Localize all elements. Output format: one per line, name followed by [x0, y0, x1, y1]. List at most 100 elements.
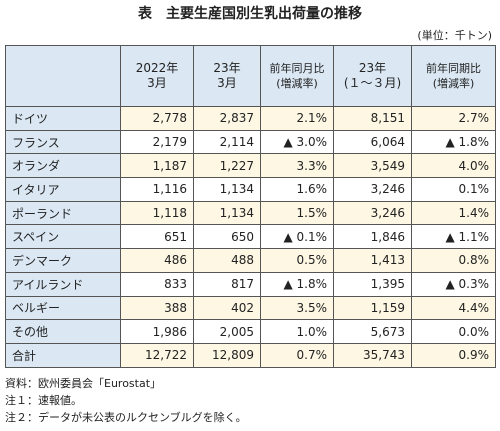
note: 注１：速報値。: [5, 394, 82, 407]
data-cell: ▲ 1.1%: [411, 224, 496, 250]
header-line: (増減率): [432, 77, 475, 90]
data-cell: 3.3%: [260, 153, 334, 179]
header-line: (１～３月): [343, 76, 402, 90]
data-cell: 2.1%: [260, 106, 334, 131]
data-cell: 4.4%: [411, 295, 496, 321]
data-cell: 1.0%: [260, 319, 334, 344]
data-cell: 2.7%: [411, 106, 496, 131]
data-cell: 0.7%: [260, 342, 334, 368]
data-cell: 1,118: [120, 200, 194, 226]
row-label: スペイン: [5, 224, 121, 250]
unit-label: (単位：千トン): [417, 29, 492, 42]
data-cell: 650: [193, 224, 261, 250]
row-label: アイルランド: [5, 271, 121, 297]
header-cell: 23年 (１～３月): [333, 45, 412, 107]
row-label: ポーランド: [5, 200, 121, 226]
header-line: (増減率): [276, 77, 318, 90]
data-cell: ▲ 0.1%: [260, 224, 334, 250]
title: 表 主要生産国別生乳出荷量の推移: [138, 6, 362, 22]
table-row: オランダ 1,187 1,227 3.3% 3,549 4.0%: [5, 153, 496, 179]
data-cell: 388: [120, 295, 194, 321]
table-row: その他 1,986 2,005 1.0% 5,673 0.0%: [5, 319, 496, 344]
data-cell: 1,986: [120, 319, 194, 344]
data-cell: 0.1%: [411, 177, 496, 202]
header-row: 2022年 3月 23年 3月 前年同月比 (増減率) 23年 (１～３月) 前年同期比 (増減率…: [5, 45, 496, 107]
data-cell: 1.6%: [260, 177, 334, 202]
note: 注２：データが未公表のルクセンブルグを除く。: [5, 411, 247, 424]
data-cell: 1,116: [120, 177, 194, 202]
data-cell: 1,187: [120, 153, 194, 179]
data-cell: 12,809: [193, 342, 261, 368]
table-row: イタリア 1,116 1,134 1.6% 3,246 0.1%: [5, 177, 496, 202]
table-row: アイルランド 833 817 ▲ 1.8% 1,395 ▲ 0.3%: [5, 271, 496, 297]
data-cell: 1,134: [193, 177, 261, 202]
data-cell: 1.4%: [411, 200, 496, 226]
data-cell: 6,064: [333, 129, 412, 155]
table-row: ポーランド 1,118 1,134 1.5% 3,246 1.4%: [5, 200, 496, 226]
header-line: 前年同期比: [426, 62, 481, 75]
data-cell: 402: [193, 295, 261, 321]
table-body: ドイツ 2,778 2,837 2.1% 8,151 2.7% フランス 2,179 2,114…: [5, 106, 496, 368]
row-label: ドイツ: [5, 106, 121, 131]
data-cell: 2,179: [120, 129, 194, 155]
table-row: ベルギー 388 402 3.5% 1,159 4.4%: [5, 295, 496, 321]
table-row: デンマーク 486 488 0.5% 1,413 0.8%: [5, 248, 496, 273]
header-line: 23年: [358, 61, 387, 75]
data-cell: 2,114: [193, 129, 261, 155]
data-cell: 817: [193, 271, 261, 297]
data-cell: 1,413: [333, 248, 412, 273]
data-cell: 0.8%: [411, 248, 496, 273]
data-cell: 1.5%: [260, 200, 334, 226]
row-label: その他: [5, 319, 121, 344]
data-cell: 1,134: [193, 200, 261, 226]
header-line: 23年: [213, 61, 241, 75]
data-cell: 2,005: [193, 319, 261, 344]
data-cell: 3,549: [333, 153, 412, 179]
data-cell: 5,673: [333, 319, 412, 344]
data-cell: 3,246: [333, 177, 412, 202]
data-cell: 0.5%: [260, 248, 334, 273]
data-cell: 0.9%: [411, 342, 496, 368]
data-cell: ▲ 1.8%: [411, 129, 496, 155]
data-cell: 35,743: [333, 342, 412, 368]
data-cell: 0.0%: [411, 319, 496, 344]
table-row: 合計 12,722 12,809 0.7% 35,743 0.9%: [5, 342, 496, 368]
data-cell: 4.0%: [411, 153, 496, 179]
data-cell: 8,151: [333, 106, 412, 131]
data-cell: 1,846: [333, 224, 412, 250]
data-cell: 1,159: [333, 295, 412, 321]
header-cell: 前年同期比 (増減率): [411, 45, 496, 107]
header-line: 3月: [217, 76, 237, 90]
header-cell: 前年同月比 (増減率): [260, 45, 334, 107]
row-label: フランス: [5, 129, 121, 155]
row-label: ベルギー: [5, 295, 121, 321]
data-cell: 1,227: [193, 153, 261, 179]
data-cell: 486: [120, 248, 194, 273]
header-line: 2022年: [135, 61, 179, 75]
data-cell: 2,778: [120, 106, 194, 131]
data-cell: ▲ 3.0%: [260, 129, 334, 155]
data-cell: 833: [120, 271, 194, 297]
data-cell: 2,837: [193, 106, 261, 131]
notes: 資料：欧州委員会「Eurostat」 注１：速報値。注２：データが未公表のルクセン…: [5, 375, 247, 426]
data-cell: ▲ 1.8%: [260, 271, 334, 297]
row-label: デンマーク: [5, 248, 121, 273]
corner-cell: [5, 45, 121, 107]
data-cell: 488: [193, 248, 261, 273]
table-row: スペイン 651 650 ▲ 0.1% 1,846 ▲ 1.1%: [5, 224, 496, 250]
note: 資料：欧州委員会「Eurostat」: [5, 377, 162, 390]
table: 2022年 3月 23年 3月 前年同月比 (増減率) 23年 (１～３月) 前年同期比 (増減率…: [5, 45, 496, 368]
data-cell: 3,246: [333, 200, 412, 226]
data-cell: 1,395: [333, 271, 412, 297]
row-label: 合計: [5, 342, 121, 368]
header-line: 前年同月比: [269, 62, 325, 75]
header-line: 3月: [147, 76, 167, 90]
table-row: ドイツ 2,778 2,837 2.1% 8,151 2.7%: [5, 106, 496, 131]
table-row: フランス 2,179 2,114 ▲ 3.0% 6,064 ▲ 1.8%: [5, 129, 496, 155]
header-cell: 2022年 3月: [120, 45, 194, 107]
data-cell: 3.5%: [260, 295, 334, 321]
row-label: オランダ: [5, 153, 121, 179]
header-cell: 23年 3月: [193, 45, 261, 107]
data-cell: ▲ 0.3%: [411, 271, 496, 297]
